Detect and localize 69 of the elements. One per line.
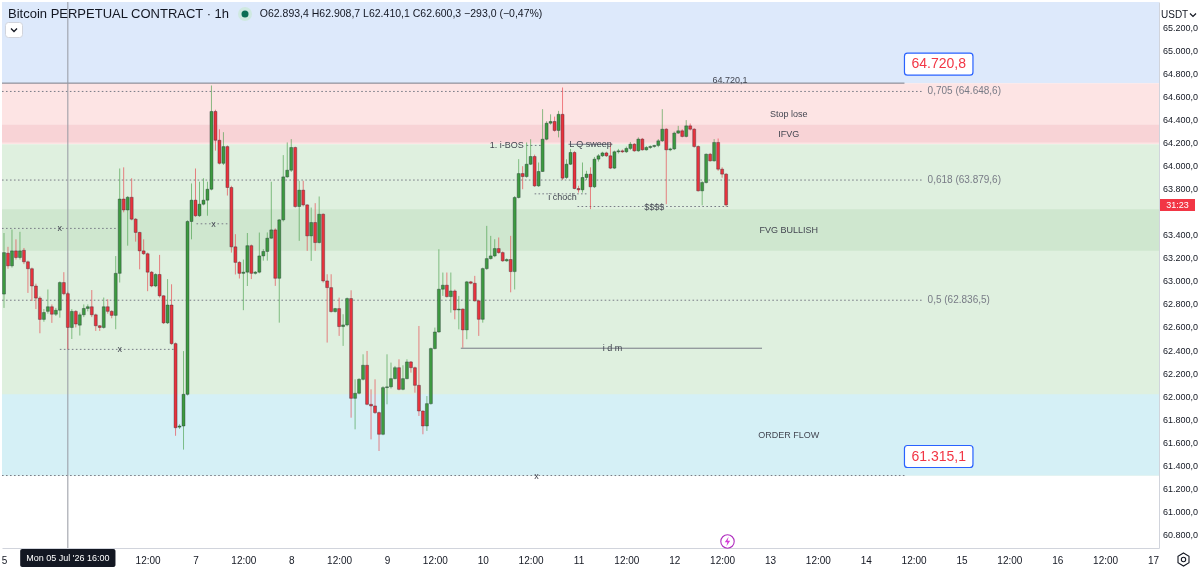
y-tick-label: 63.800,0 [1163, 184, 1199, 195]
x-tick-label: 10 [477, 554, 490, 566]
annotation: x [211, 218, 217, 229]
x-tick-label: 12:00 [135, 554, 162, 566]
x-tick-label: 12:00 [1093, 554, 1119, 566]
ref-line-label: 0,5 (62.836,5) [927, 294, 990, 306]
x-tick-label: 15 [956, 554, 969, 566]
x-tick-label: 7 [193, 554, 200, 566]
y-tick-label: 60.800,0 [1163, 529, 1199, 540]
x-tick-label: 12:00 [327, 554, 353, 566]
x-tick-label: 12:00 [805, 554, 832, 566]
y-tick-label: 64.000,0 [1163, 161, 1199, 172]
annotation: i choch [548, 192, 577, 203]
annotation: x [117, 344, 123, 355]
y-tick-label: 64.200,0 [1163, 138, 1199, 149]
annotation: 1. i-BOS [489, 140, 524, 151]
y-tick-label: 61.400,0 [1163, 460, 1199, 471]
annotation: 64.720,1 [712, 74, 748, 85]
y-tick-label: 61.000,0 [1163, 506, 1199, 517]
y-tick-label: 62.000,0 [1163, 391, 1199, 402]
x-tick-label: 16 [1052, 554, 1064, 566]
x-tick-label: 13 [764, 554, 777, 566]
band-label: FVG BULLISH [759, 225, 819, 236]
x-tick-label: 17 [1147, 554, 1160, 566]
x-tick-label: 5 [1, 554, 8, 566]
y-tick-label: 64.400,0 [1163, 115, 1199, 126]
annotation: $$$$ [644, 201, 665, 212]
y-axis-title: USDT [1161, 9, 1189, 20]
y-tick-label: 64.800,0 [1163, 69, 1199, 80]
x-tick-label: 12 [669, 554, 681, 566]
x-tick-label: 12:00 [614, 554, 640, 566]
band-label: Stop lose [769, 108, 808, 119]
y-tick-label: 63.400,0 [1163, 230, 1199, 241]
ref-line-label: Mon 05 Jul '26 16:00 [26, 553, 110, 563]
ref-line-label: 0,618 (63.879,6) [927, 174, 1001, 186]
y-tick-label: 61.600,0 [1163, 437, 1199, 448]
y-tick-label: 63.000,0 [1163, 276, 1199, 287]
x-tick-label: 12:00 [422, 554, 449, 566]
x-tick-label: 12:00 [710, 554, 736, 566]
y-tick-label: 62.200,0 [1163, 368, 1199, 379]
chart-subtitle: O62.893,4 H62.908,7 L62.410,1 C62.600,3 −293,0 (−0,47%) [259, 7, 543, 19]
band-label: ORDER FLOW [758, 429, 820, 440]
y-tick-label: 62.800,0 [1163, 299, 1199, 310]
y-tick-label: 65.000,0 [1163, 45, 1199, 56]
x-tick-label: 8 [288, 554, 295, 566]
text: 31:23 [1166, 199, 1189, 210]
x-tick-label: 12:00 [997, 554, 1023, 566]
y-tick-label: 61.200,0 [1163, 483, 1199, 494]
x-tick-label: 12:00 [231, 554, 257, 566]
band-label: IFVG [778, 128, 800, 139]
annotation: L Q sweep [569, 139, 612, 150]
y-tick-label: 64.600,0 [1163, 92, 1199, 103]
x-tick-label: 11 [573, 554, 585, 566]
annotation: x [57, 223, 63, 234]
ref-line-label: 61.315,1 [911, 447, 967, 464]
x-tick-label: 9 [384, 554, 391, 566]
x-tick-label: 12:00 [518, 554, 545, 566]
y-tick-label: 63.200,0 [1163, 253, 1199, 264]
y-tick-label: 62.400,0 [1163, 345, 1199, 356]
x-tick-label: 12:00 [901, 554, 928, 566]
annotation: i d m [602, 343, 623, 354]
y-tick-label: 62.600,0 [1163, 322, 1199, 333]
chart-title: Bitcoin PERPETUAL CONTRACT · 1h [8, 6, 230, 21]
ref-line-label: 64.720,8 [911, 55, 967, 72]
x-tick-label: 14 [860, 554, 873, 566]
ref-line-label: 0,705 (64.648,6) [927, 85, 1001, 97]
y-tick-label: 65.200,0 [1163, 22, 1199, 33]
y-tick-label: 61.800,0 [1163, 414, 1199, 425]
annotation: x [534, 470, 540, 481]
